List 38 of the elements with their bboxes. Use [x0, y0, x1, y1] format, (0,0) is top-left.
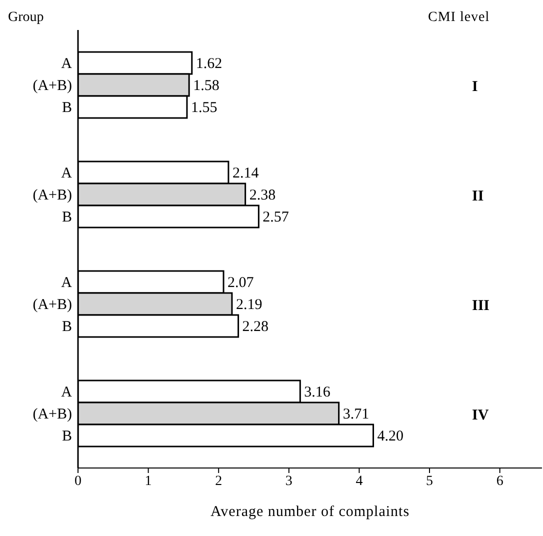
data-label: 2.19 — [236, 297, 262, 313]
y-tick-label: IV — [472, 407, 489, 424]
x-tick-label: 4 — [356, 474, 363, 489]
data-label: 2.07 — [228, 275, 254, 291]
data-label: 3.71 — [342, 406, 370, 422]
x-tick-label: 0 — [74, 474, 82, 489]
text: A — [61, 166, 72, 182]
x-axis-title: Average number of complaints — [210, 504, 410, 520]
x-tick-label: 2 — [215, 474, 222, 489]
y2-axis-title: CMI level — [428, 10, 490, 26]
y-tick-label: I — [472, 78, 478, 95]
text: (A+B) — [32, 406, 72, 422]
text: B — [62, 428, 72, 444]
data-label: 2.14 — [232, 166, 260, 182]
x-tick-label: 6 — [496, 474, 504, 489]
x-tick-label: 3 — [285, 474, 292, 489]
data-label: 2.28 — [242, 319, 269, 335]
x-tick-label: 5 — [426, 474, 434, 489]
data-label: 2.38 — [249, 188, 276, 204]
data-label: 1.62 — [196, 56, 222, 72]
y-axis-title: Group — [8, 10, 44, 26]
data-label: 3.16 — [304, 384, 331, 400]
series-label: B — [62, 100, 72, 116]
text: A — [61, 275, 72, 291]
y-tick-label: III — [472, 298, 490, 314]
x-tick-label: 1 — [144, 474, 152, 489]
data-label: 4.20 — [377, 428, 404, 444]
data-label: 1.55 — [190, 100, 218, 116]
series-label: (A+B) — [32, 78, 72, 94]
text: (A+B) — [32, 297, 72, 313]
text: B — [62, 319, 72, 335]
data-label: 2.57 — [262, 210, 290, 226]
data-label: 1.58 — [193, 78, 220, 94]
text: A — [61, 384, 72, 400]
y-tick-label: II — [472, 188, 484, 204]
text: (A+B) — [32, 188, 72, 204]
text: B — [62, 210, 72, 226]
series-label: A — [61, 56, 72, 72]
